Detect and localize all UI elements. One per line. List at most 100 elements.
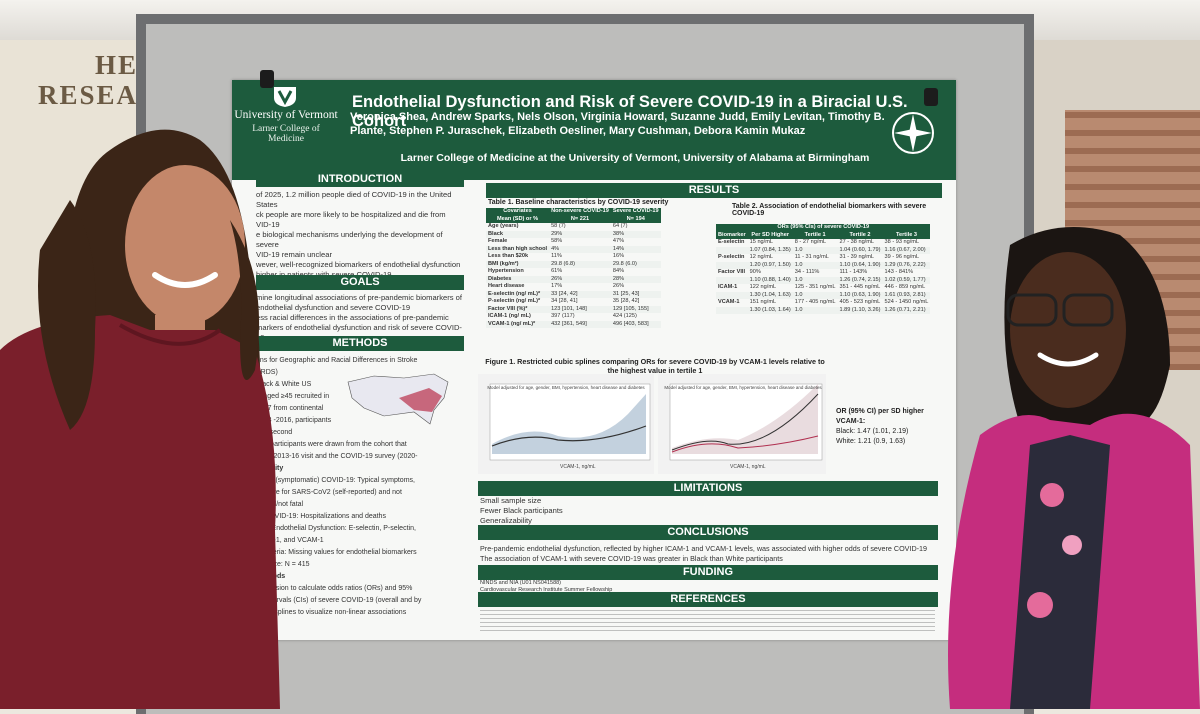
table-cell: 405 - 523 ng/mL <box>839 299 881 305</box>
methods-line: regression to calculate odds ratios (ORs… <box>256 585 413 592</box>
table-cell: 1.0 <box>794 291 803 298</box>
limitations-header: LIMITATIONS <box>478 481 938 496</box>
table-cell: 39 - 96 ng/mL <box>884 254 920 260</box>
table-cell: 1.07 (0.84, 1.35) <box>749 246 791 253</box>
table-cell: 1.0 <box>794 306 803 313</box>
or-black: Black: 1.47 (1.01, 2.19) <box>836 428 909 435</box>
table-cell: 28% <box>612 275 625 282</box>
table2: ORs (95% CIs) of severe COVID-19 Biomarke… <box>716 224 940 314</box>
table-row: 1.10 (0.88, 1.40) 1.0 1.26 (0.74, 2.15) 1.0… <box>716 276 931 285</box>
table-cell: 424 (125) <box>612 313 637 319</box>
compass-logo-icon <box>892 112 934 154</box>
conclusion-item: Pre-pandemic endothelial dysfunction, re… <box>480 544 928 553</box>
table-cell: 38 - 93 ng/mL <box>884 239 920 245</box>
table-cell: 38% <box>612 230 625 237</box>
table-cell: Diabetes <box>488 275 512 282</box>
table-cell: Heart disease <box>488 283 525 289</box>
table-cell: 397 (117) <box>551 313 575 319</box>
limitations-body: Small sample size Fewer Black participan… <box>480 496 920 526</box>
methods-line: ple Size: N = 415 <box>256 561 310 568</box>
table-row: Hypertension 61% 84% <box>486 268 661 276</box>
poster-affiliation: Larner College of Medicine at the Univer… <box>400 152 870 164</box>
table1: Covariates Mean (SD) or % Non-severe COVI… <box>486 208 712 328</box>
table-row: 1.20 (0.97, 1.50) 1.0 1.10 (0.64, 1.90) 1.2… <box>716 261 931 270</box>
table-cell: 1.61 (0.93, 2.81) <box>884 291 926 298</box>
table-cell: 1.0 <box>794 276 803 283</box>
table-cell <box>716 262 748 270</box>
methods-line: nt a second <box>256 429 293 436</box>
table-cell: 16% <box>612 253 625 259</box>
table-cell: 29.8 (6.8) <box>551 260 576 267</box>
methods-line: ts aged ≥45 recruited in <box>256 393 330 400</box>
table-row: Female 58% 47% <box>486 238 661 246</box>
table-cell: Factor VIII <box>718 269 746 275</box>
table-cell: 11 - 31 ng/mL <box>794 254 829 260</box>
table-cell: Less than $20k <box>488 253 529 259</box>
table-cell: 4% <box>551 245 560 252</box>
table-cell: 11% <box>551 253 562 259</box>
table-cell: 446 - 859 ng/mL <box>884 284 926 290</box>
table-row: Diabetes 26% 28% <box>486 275 661 283</box>
poster-authors: Veronica Shea, Andrew Sparks, Nels Olson… <box>350 111 885 137</box>
or-white: White: 1.21 (0.9, 1.63) <box>836 438 906 445</box>
methods-line: re COVID-19: Hospitalizations and deaths <box>256 513 386 520</box>
table-row: P-selectin (ng/ mL)* 34 [28, 41] 35 [28, 4… <box>486 298 661 306</box>
table-cell: Female <box>488 238 508 244</box>
table-cell: 1.30 (1.04, 1.63) <box>749 291 791 298</box>
limitation-item: Small sample size <box>480 496 542 505</box>
table-cell: VCAM-1 (ng/ mL)* <box>488 320 536 327</box>
methods-line: 2007 from continental <box>256 405 324 412</box>
table-cell: Hypertension <box>488 268 524 274</box>
goals-line: ess racial differences in the associatio… <box>256 313 449 322</box>
methods-line: talized/not fatal <box>256 501 304 508</box>
table-cell: 1.10 (0.64, 1.90) <box>839 261 881 268</box>
table-header-cell: Per SD Higher <box>747 231 793 239</box>
table-row: Heart disease 17% 26% <box>486 283 661 291</box>
table-row: Less than $20k 11% 16% <box>486 253 661 261</box>
table2-title: Table 2. Association of endothelial biom… <box>732 203 927 217</box>
table-row: 1.30 (1.03, 1.64) 1.0 1.89 (1.10, 3.26) 1.2… <box>716 306 931 314</box>
table-row: Factor VIII 90% 34 - 111% 111 - 143% 143 - 8… <box>716 269 930 277</box>
college-name: Larner College of Medicine <box>252 124 320 144</box>
table-row: Black 29% 38% <box>486 230 661 238</box>
table-row: Less than high school 4% 14% <box>486 245 661 253</box>
table-cell: 143 - 841% <box>884 269 914 275</box>
table-cell: 1.26 (0.71, 2.21) <box>884 306 926 313</box>
goals-header: GOALS <box>256 275 464 290</box>
figure1-right-xlabel: VCAM-1, ng/mL <box>730 464 766 470</box>
university-name: University of Vermont <box>234 109 338 121</box>
table-cell: 496 [403, 583] <box>612 320 649 327</box>
table-cell <box>716 277 748 285</box>
figure1-left-caption-text: Model adjusted for age, gender, BMI, hyp… <box>487 385 645 390</box>
table-row: Age (years) 58 (7) 64 (7) <box>486 223 661 231</box>
table-cell: 1.89 (1.10, 3.26) <box>839 306 881 313</box>
limitation-item: Fewer Black participants <box>480 506 563 515</box>
uvm-shield-icon <box>274 87 296 107</box>
table-cell: 29.8 (6.0) <box>612 260 637 267</box>
table-cell <box>716 247 748 255</box>
table-cell: 1.29 (0.76, 2.22) <box>884 261 926 268</box>
figure1-left-xlabel: VCAM-1, ng/mL <box>560 464 596 470</box>
table-cell: 8 - 27 ng/mL <box>794 239 827 245</box>
wall-sign: HE RESEA <box>37 50 138 110</box>
poster-header <box>232 80 956 180</box>
goals-line: endothelial dysfunction and severe COVID… <box>256 303 411 312</box>
table-cell: 14% <box>612 245 625 252</box>
methods-line: ons for Geographic and Racial Difference… <box>256 357 418 364</box>
person-left <box>0 129 280 709</box>
table-cell: 58% <box>551 238 563 244</box>
table-cell: Less than high school <box>488 245 548 252</box>
table-cell: 151 ng/mL <box>749 299 777 305</box>
us-map <box>347 373 449 425</box>
table-cell: 61% <box>551 268 563 274</box>
table-row: VCAM-1 (ng/ mL)* 432 [361, 549] 496 [403, … <box>486 320 661 328</box>
table-row: ICAM-1 (ng/ mL) 397 (117) 424 (125) <box>486 313 661 321</box>
table-cell: 47% <box>612 238 625 244</box>
table-header-cell: Biomarker <box>716 231 748 239</box>
table-cell: 12 ng/mL <box>749 254 773 260</box>
table-cell: 524 - 1450 ng/mL <box>884 299 929 305</box>
table-cell: Age (years) <box>488 223 519 229</box>
funding-body: NINDS and NIA (U01 NS041588) Cardiovascu… <box>480 580 920 594</box>
table-cell: 111 - 143% <box>839 269 868 275</box>
table-cell: 31 - 39 ng/mL <box>839 254 875 260</box>
